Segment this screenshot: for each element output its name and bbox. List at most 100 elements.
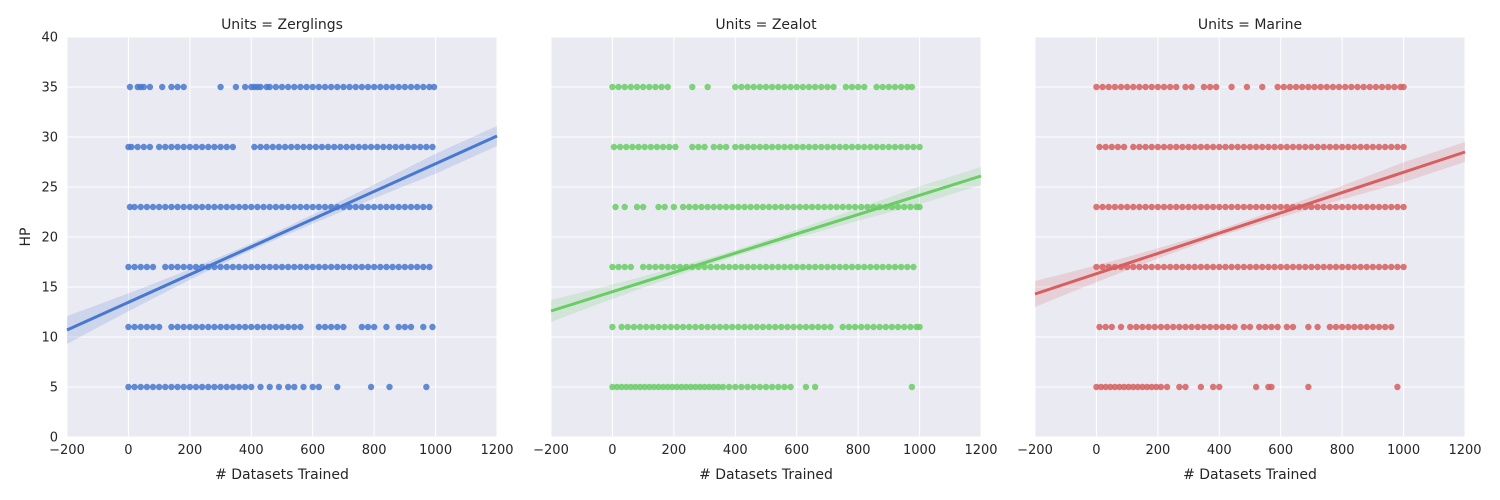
data-point	[808, 323, 816, 331]
data-point	[1317, 83, 1324, 91]
data-point	[1332, 263, 1340, 271]
data-point	[420, 83, 427, 91]
data-point	[1305, 383, 1312, 391]
data-point	[248, 383, 255, 391]
data-point	[830, 263, 837, 271]
data-point	[334, 323, 341, 331]
data-point	[1338, 143, 1346, 151]
data-point	[1360, 83, 1367, 91]
data-point	[162, 263, 169, 271]
data-point	[750, 383, 757, 391]
data-point	[811, 83, 819, 91]
data-point	[653, 143, 661, 151]
series-hp-29	[610, 143, 923, 151]
data-point	[888, 323, 896, 331]
regression-line	[1034, 150, 1466, 296]
data-point	[836, 263, 843, 271]
data-point	[337, 143, 344, 151]
data-point	[321, 203, 329, 211]
data-point	[1381, 263, 1389, 271]
data-point	[321, 263, 329, 271]
data-point	[1116, 383, 1123, 391]
data-point	[291, 83, 298, 91]
data-point	[624, 323, 631, 331]
data-point	[223, 203, 230, 211]
data-point	[1320, 203, 1327, 211]
data-point	[805, 143, 813, 151]
data-point	[291, 203, 298, 211]
data-point	[891, 263, 899, 271]
data-point	[695, 143, 702, 151]
x-tick-label: 0	[608, 443, 616, 458]
data-point	[815, 323, 822, 331]
data-point	[715, 383, 722, 391]
data-point	[701, 263, 708, 271]
data-point	[1179, 203, 1186, 211]
data-point	[423, 383, 430, 391]
data-point	[1320, 263, 1327, 271]
data-point	[916, 143, 923, 151]
data-point	[1240, 263, 1248, 271]
data-point	[413, 203, 421, 211]
data-point	[615, 263, 622, 271]
data-point	[1363, 203, 1370, 211]
data-point	[140, 143, 147, 151]
data-point	[358, 263, 366, 271]
data-point	[802, 323, 810, 331]
data-point	[692, 323, 699, 331]
data-point	[621, 83, 628, 91]
data-point	[137, 323, 144, 331]
data-point	[352, 83, 359, 91]
data-point	[636, 383, 644, 391]
data-point	[364, 263, 372, 271]
data-point	[1228, 263, 1235, 271]
data-point	[1222, 203, 1229, 211]
x-tick-label: 800	[362, 443, 387, 458]
data-point	[738, 143, 745, 151]
data-point	[1326, 143, 1334, 151]
data-point	[315, 263, 323, 271]
data-point	[1246, 143, 1254, 151]
data-point	[1391, 83, 1398, 91]
data-point	[1228, 203, 1235, 211]
data-point	[1222, 143, 1229, 151]
data-point	[1308, 203, 1315, 211]
data-point	[413, 263, 421, 271]
y-axis-label: HP	[18, 228, 34, 247]
data-point	[404, 143, 412, 151]
data-point	[664, 383, 671, 391]
data-point	[1173, 203, 1180, 211]
data-point	[821, 203, 828, 211]
data-point	[741, 203, 748, 211]
data-point	[131, 263, 138, 271]
data-point	[1335, 83, 1343, 91]
data-point	[667, 323, 674, 331]
data-point	[756, 83, 764, 91]
data-point	[1289, 323, 1297, 331]
data-point	[1283, 323, 1291, 331]
data-point	[318, 143, 326, 151]
x-tick-label: 1000	[903, 443, 936, 458]
data-point	[334, 83, 341, 91]
series-hp-11	[125, 323, 436, 331]
data-point	[168, 203, 175, 211]
data-point	[131, 383, 138, 391]
data-point	[1308, 263, 1315, 271]
data-point	[1305, 83, 1312, 91]
data-point	[143, 203, 151, 211]
data-point	[768, 263, 776, 271]
data-point	[284, 263, 292, 271]
data-point	[854, 83, 862, 91]
data-point	[1302, 263, 1309, 271]
data-point	[1277, 263, 1284, 271]
data-point	[352, 203, 359, 211]
data-point	[1375, 323, 1383, 331]
data-point	[1259, 263, 1266, 271]
data-point	[609, 83, 616, 91]
data-point	[1148, 143, 1155, 151]
data-point	[174, 383, 181, 391]
data-point	[907, 203, 914, 211]
data-point	[1345, 323, 1352, 331]
data-point	[775, 383, 782, 391]
data-point	[907, 323, 914, 331]
